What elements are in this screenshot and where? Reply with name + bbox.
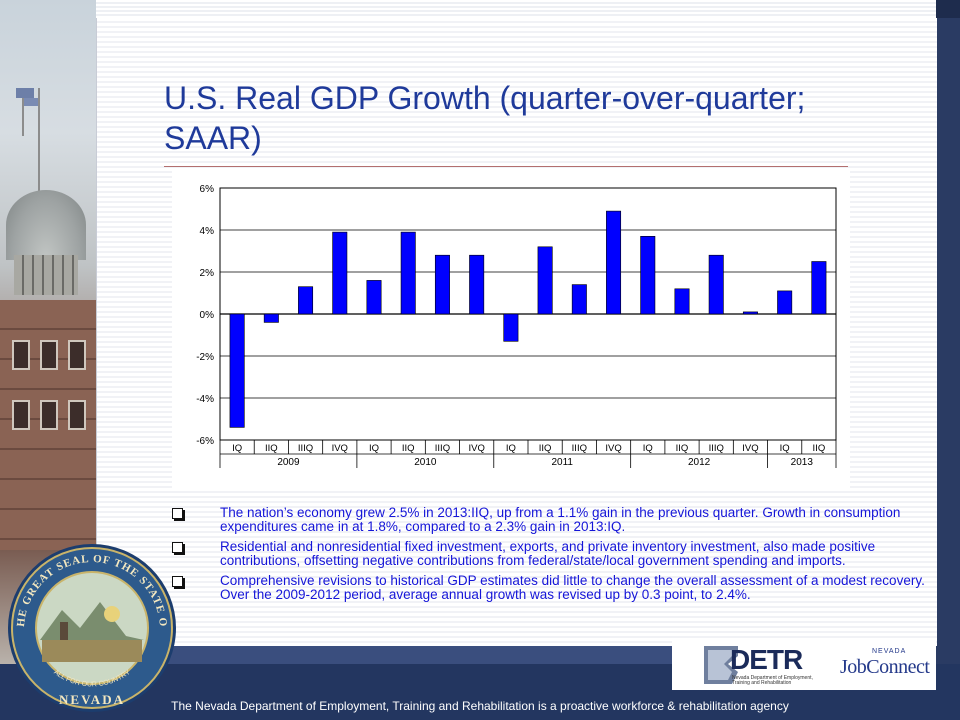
x-tick-label: IVQ: [332, 443, 348, 454]
bar-10: [571, 284, 587, 315]
bar-3: [332, 231, 348, 315]
bar-1: [263, 313, 279, 323]
bar-4: [366, 280, 382, 315]
x-tick-label: IIIQ: [298, 443, 313, 454]
x-tick-label: IIQ: [813, 443, 826, 454]
bar-6: [434, 254, 450, 315]
bullet-list: The nation’s economy grew 2.5% in 2013:I…: [172, 506, 932, 608]
bar-7: [469, 254, 485, 315]
detr-logo-text: DETR: [730, 644, 803, 675]
gdp-bar-chart: 6% 4% 2% 0% -2% -4% -6% IQ IIQ IIIQ IVQ IQ IIQ IIIQ IV…: [172, 168, 850, 490]
y-tick-label: -4%: [196, 394, 214, 405]
x-tick-label: IVQ: [468, 443, 484, 454]
x-tick-label: IQ: [369, 443, 379, 454]
detr-logo-subtitle: Nevada Department of Employment, Trainin…: [732, 675, 813, 686]
x-tick-label: IQ: [232, 443, 242, 454]
checkbox-bullet-icon: [172, 508, 183, 519]
top-bar: [96, 0, 936, 18]
x-tick-label: IQ: [643, 443, 653, 454]
bar-8: [503, 313, 519, 342]
y-tick-label: 4%: [200, 226, 215, 237]
bar-0: [229, 313, 245, 428]
x-tick-label: IIIQ: [435, 443, 450, 454]
x-tick-label: IQ: [780, 443, 790, 454]
x-tick-label: IIQ: [676, 443, 689, 454]
slide-title: U.S. Real GDP Growth (quarter-over-quart…: [164, 80, 806, 156]
x-tick-label: IVQ: [742, 443, 758, 454]
footer-text: The Nevada Department of Employment, Tra…: [171, 699, 789, 713]
y-tick-label: -2%: [196, 352, 214, 363]
year-label: 2009: [277, 457, 300, 468]
bullet-item: Residential and nonresidential fixed inv…: [172, 540, 932, 568]
checkbox-bullet-icon: [172, 542, 183, 553]
bar-5: [400, 231, 416, 315]
bullet-item: The nation’s economy grew 2.5% in 2013:I…: [172, 506, 932, 534]
bar-13: [674, 288, 690, 315]
year-label: 2012: [688, 457, 711, 468]
footer-strip: [96, 646, 672, 664]
bar-9: [537, 246, 553, 315]
bar-16: [777, 290, 793, 315]
right-edge-bar: [936, 0, 960, 664]
x-tick-label: IQ: [506, 443, 516, 454]
y-tick-label: 2%: [200, 268, 215, 279]
bullet-text: Residential and nonresidential fixed inv…: [220, 539, 876, 568]
bar-17: [811, 261, 827, 315]
bar-14: [708, 254, 724, 315]
x-tick-label: IIQ: [265, 443, 278, 454]
bar-11: [606, 210, 622, 315]
x-tick-label: IIIQ: [709, 443, 724, 454]
title-underline: [164, 166, 848, 167]
year-label: 2011: [551, 457, 573, 468]
y-tick-label: -6%: [196, 436, 214, 447]
y-tick-label: 6%: [200, 184, 215, 195]
nevada-seal-icon: THE GREAT SEAL OF THE STATE OF NEVADA AL…: [2, 540, 176, 712]
bullet-item: Comprehensive revisions to historical GD…: [172, 574, 932, 602]
detr-logo-icon: [704, 646, 738, 684]
seal-bottom-text: NEVADA: [59, 692, 125, 707]
y-tick-label: 0%: [200, 310, 215, 321]
logo-panel: DETR Nevada Department of Employment, Tr…: [672, 640, 936, 690]
bullet-text: The nation’s economy grew 2.5% in 2013:I…: [220, 505, 901, 534]
x-tick-label: IVQ: [605, 443, 621, 454]
jobconnect-state-text: NEVADA: [872, 648, 907, 655]
chart-svg: 6% 4% 2% 0% -2% -4% -6% IQ IIQ IIIQ IVQ IQ IIQ IIIQ IV…: [196, 184, 837, 468]
background-photo: [0, 0, 96, 664]
x-tick-label: IIQ: [402, 443, 415, 454]
bar-2: [298, 286, 314, 315]
year-label: 2013: [791, 457, 814, 468]
x-tick-label: IIQ: [539, 443, 552, 454]
jobconnect-logo-text: JobConnect: [840, 656, 930, 678]
bar-15: [742, 311, 758, 315]
year-label: 2010: [414, 457, 437, 468]
x-tick-label: IIIQ: [572, 443, 587, 454]
checkbox-bullet-icon: [172, 576, 183, 587]
bar-12: [640, 236, 656, 315]
bullet-text: Comprehensive revisions to historical GD…: [220, 573, 925, 602]
